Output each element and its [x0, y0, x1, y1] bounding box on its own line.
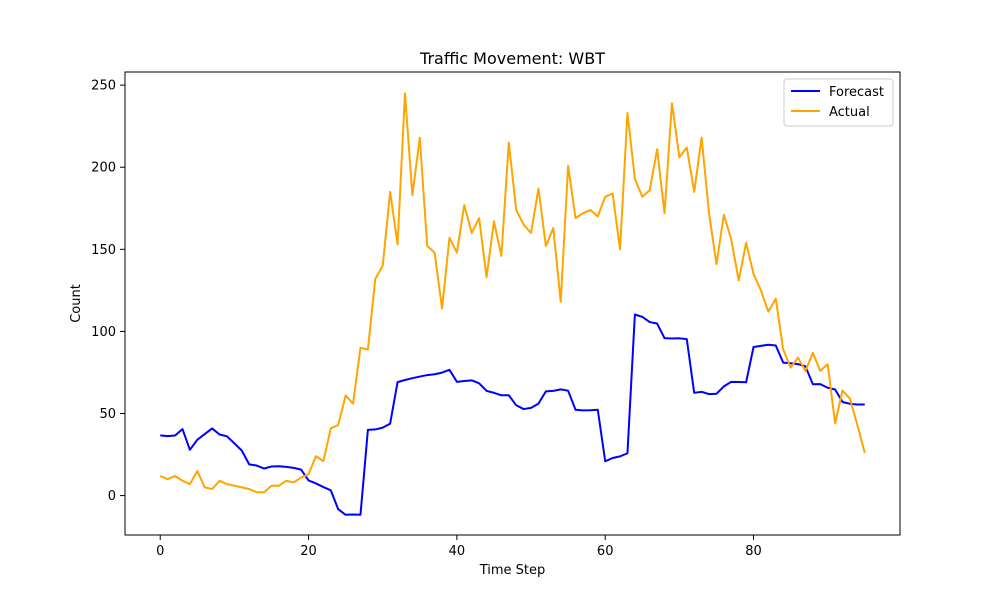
x-axis-title: Time Step [479, 563, 546, 578]
x-tick-label: 0 [156, 544, 164, 559]
series-line-actual [159, 92, 866, 494]
y-tick-label: 200 [91, 161, 116, 176]
x-tick-label: 20 [300, 544, 317, 559]
chart-title: Traffic Movement: WBT [419, 49, 605, 68]
legend: Forecast Actual [783, 78, 894, 127]
y-tick-label: 0 [108, 489, 116, 504]
y-tick-label: 100 [91, 325, 116, 340]
y-tick-label: 50 [99, 407, 116, 422]
x-axis: 0 20 40 60 80 [156, 535, 762, 559]
x-tick-label: 80 [745, 544, 762, 559]
legend-label-actual: Actual [829, 105, 870, 120]
x-tick-label: 60 [597, 544, 614, 559]
series-layer [159, 92, 866, 516]
y-tick-label: 250 [91, 79, 116, 94]
y-axis-title: Count [69, 284, 84, 323]
x-tick-label: 40 [449, 544, 466, 559]
y-tick-label: 150 [91, 243, 116, 258]
series-line-forecast [160, 313, 865, 516]
y-axis: 0 50 100 150 200 250 [91, 79, 125, 504]
plot-area-frame [124, 71, 901, 536]
legend-label-forecast: Forecast [829, 85, 884, 100]
